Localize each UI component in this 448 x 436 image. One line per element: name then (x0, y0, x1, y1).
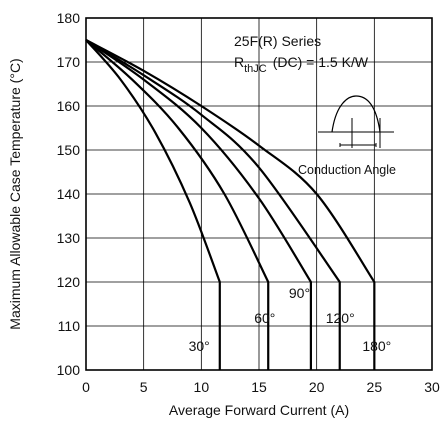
y-tick-label: 130 (57, 230, 81, 246)
y-tick-label: 150 (57, 142, 81, 158)
tick-labels: 0 5 10 15 20 25 30 100 110 120 130 140 150 160 170 180 (57, 10, 440, 395)
y-tick-label: 100 (57, 362, 81, 378)
series-label: 60° (254, 310, 275, 326)
y-axis-title: Maximum Allowable Case Temperature (°C) (7, 58, 23, 329)
x-tick-label: 20 (309, 379, 325, 395)
plot-frame (85, 17, 433, 371)
series-line (85, 39, 270, 370)
conduction-angle-label: Conduction Angle (298, 163, 396, 177)
x-tick-label: 25 (367, 379, 383, 395)
y-tick-label: 140 (57, 186, 81, 202)
x-tick-label: 0 (82, 379, 90, 395)
y-tick-label: 160 (57, 98, 81, 114)
series-title: 25F(R) Series (234, 33, 321, 49)
rth-subscript: thJC (244, 63, 267, 75)
series-line (85, 39, 376, 370)
x-tick-label: 30 (424, 379, 440, 395)
series-label: 30° (189, 338, 210, 354)
series-line (85, 39, 341, 370)
grid (86, 18, 432, 370)
series-label: 90° (289, 285, 310, 301)
rth-main: R (234, 54, 244, 70)
x-tick-label: 15 (251, 379, 267, 395)
series-line (85, 39, 312, 370)
x-axis-title: Average Forward Current (A) (169, 402, 349, 418)
y-tick-label: 110 (58, 318, 81, 334)
rth-rest: (DC) = 1.5 K/W (273, 54, 369, 70)
y-tick-label: 120 (57, 274, 81, 290)
series-label: 180° (362, 338, 391, 354)
y-tick-label: 170 (57, 54, 81, 70)
series-line (85, 39, 221, 370)
y-tick-label: 180 (57, 10, 81, 26)
x-tick-label: 5 (140, 379, 148, 395)
series-lines (85, 39, 376, 370)
conduction-angle-icon (318, 95, 394, 148)
thermal-resistance-label: RthJC (DC) = 1.5 K/W (234, 54, 369, 75)
series-label: 120° (326, 310, 355, 326)
x-tick-label: 10 (194, 379, 210, 395)
